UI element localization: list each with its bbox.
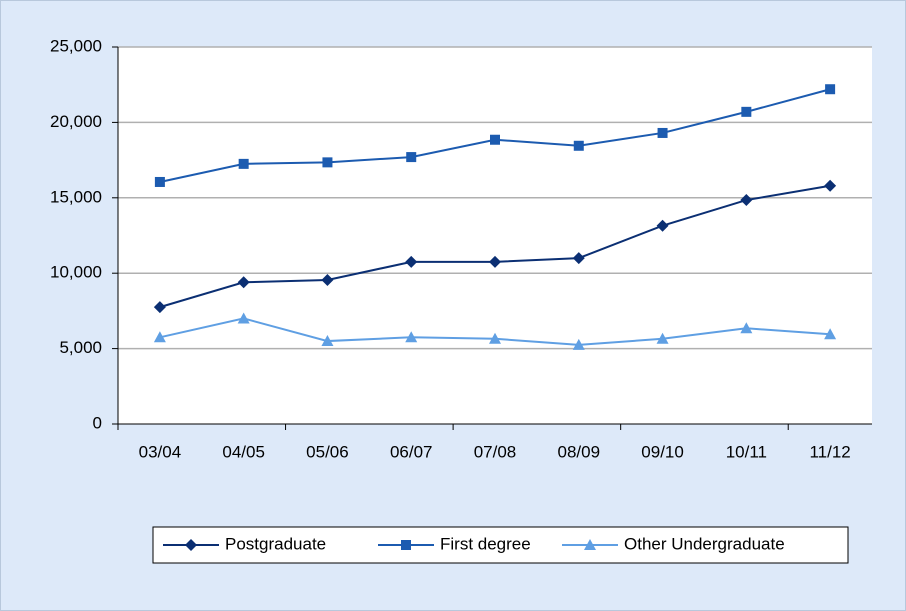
- data-point: [824, 179, 837, 192]
- legend-label: Postgraduate: [225, 534, 326, 553]
- data-point: [489, 255, 501, 268]
- data-point: [237, 312, 250, 324]
- data-point: [489, 332, 501, 344]
- data-point: [740, 322, 753, 334]
- data-point: [572, 252, 585, 265]
- data-point: [237, 276, 250, 289]
- y-tick-label: 10,000: [50, 263, 102, 282]
- data-point: [405, 331, 418, 343]
- data-point: [490, 134, 500, 145]
- data-point: [573, 140, 584, 151]
- data-point: [656, 219, 669, 232]
- y-tick-label: 25,000: [50, 36, 102, 55]
- data-point: [321, 273, 334, 286]
- y-tick-label: 0: [93, 413, 102, 432]
- y-tick-label: 15,000: [50, 187, 102, 206]
- x-tick-label: 08/09: [558, 442, 601, 461]
- legend-marker: [185, 539, 197, 551]
- plot-area: [118, 47, 872, 424]
- data-point: [321, 335, 334, 347]
- data-point: [572, 338, 585, 350]
- data-point: [238, 158, 249, 169]
- data-point: [740, 194, 753, 207]
- x-tick-label: 04/05: [222, 442, 265, 461]
- data-point: [741, 106, 752, 117]
- data-point: [153, 301, 166, 314]
- legend-label: First degree: [440, 534, 531, 553]
- y-tick-label: 20,000: [50, 112, 102, 131]
- data-point: [656, 332, 669, 344]
- data-point: [154, 176, 165, 187]
- x-tick-label: 10/11: [726, 442, 767, 461]
- legend-label: Other Undergraduate: [624, 534, 785, 553]
- data-point: [825, 84, 836, 95]
- data-point: [406, 152, 417, 163]
- data-point: [322, 157, 333, 168]
- x-tick-label: 11/12: [809, 442, 850, 461]
- data-point: [657, 127, 668, 138]
- legend-marker: [401, 540, 411, 550]
- data-point: [405, 255, 418, 268]
- x-tick-label: 09/10: [641, 442, 684, 461]
- legend-marker: [584, 539, 596, 550]
- data-point: [824, 328, 837, 340]
- x-tick-label: 07/08: [474, 442, 517, 461]
- y-tick-label: 5,000: [59, 338, 102, 357]
- x-tick-label: 05/06: [306, 442, 349, 461]
- x-tick-label: 06/07: [390, 442, 433, 461]
- x-tick-label: 03/04: [139, 442, 182, 461]
- data-point: [153, 331, 166, 343]
- legend-box: [152, 526, 849, 564]
